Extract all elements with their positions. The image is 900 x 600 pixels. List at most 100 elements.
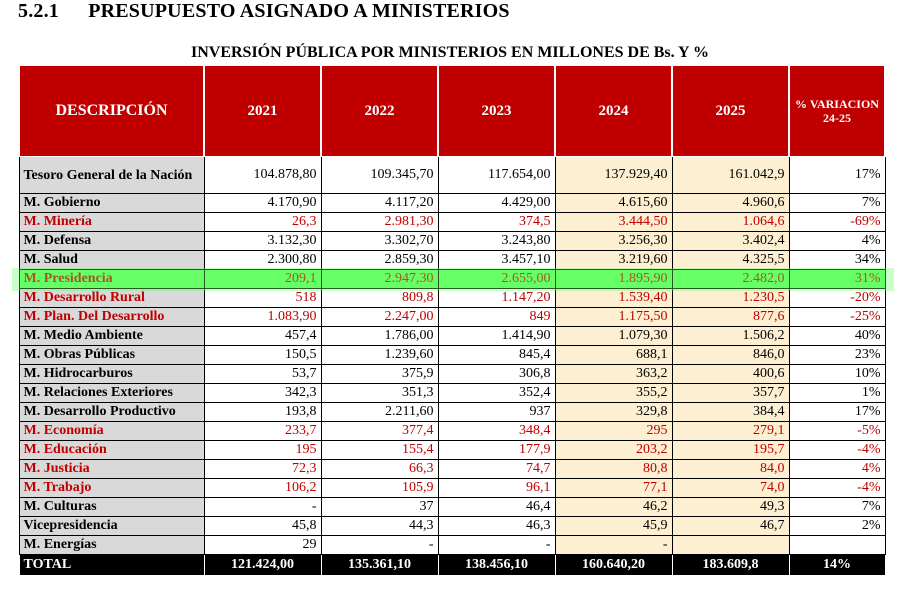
row-value-2023: 1.147,20 [437, 288, 556, 308]
table-row: M. Medio Ambiente 457,4 1.786,00 1.414,90 1.… [18, 326, 886, 346]
row-value-2023: - [437, 535, 556, 555]
row-value-2024: 3.444,50 [554, 212, 673, 232]
row-value-2023: 374,5 [437, 212, 556, 232]
row-description: M. Hidrocarburos [18, 364, 205, 384]
table-row: M. Obras Públicas 150,5 1.239,60 845,4 688,1… [18, 345, 886, 365]
section-number: 5.2.1 [18, 0, 59, 22]
row-value-2022: 1.786,00 [320, 326, 439, 346]
table-row: Vicepresidencia 45,8 44,3 46,3 45,9 46,7 2% [18, 516, 886, 536]
table-row: M. Energías 29- - - [18, 535, 886, 555]
row-value-2024: 45,9 [554, 516, 673, 536]
row-value-2024: 363,2 [554, 364, 673, 384]
row-variacion [788, 535, 886, 555]
row-value-2022: 2.981,30 [320, 212, 439, 232]
row-value-2025: 400,6 [671, 364, 790, 384]
row-value-2021: - [203, 497, 322, 517]
row-variacion: -20% [788, 288, 886, 308]
header-row: DESCRIPCIÓN 2021 2022 2023 2024 2025 % V… [18, 65, 886, 157]
row-value-2024: 4.615,60 [554, 193, 673, 213]
row-description: M. Salud [18, 250, 205, 270]
header-2023: 2023 [437, 65, 556, 157]
row-value-2023: 1.414,90 [437, 326, 556, 346]
row-value-2025: 2.482,0 [671, 269, 790, 289]
row-value-2021: 104.878,80 [203, 156, 322, 194]
row-value-2021: 29 [203, 535, 322, 555]
row-value-2022: 2.247,00 [320, 307, 439, 327]
row-value-2022: 2.947,30 [320, 269, 439, 289]
row-value-2023: 74,7 [437, 459, 556, 479]
row-description: M. Economía [18, 421, 205, 441]
row-value-2025: 74,0 [671, 478, 790, 498]
row-variacion: -5% [788, 421, 886, 441]
table-row: M. Defensa 3.132,30 3.302,70 3.243,80 3.256,… [18, 231, 886, 251]
row-value-2024: 355,2 [554, 383, 673, 403]
table-row: Tesoro General de la Nación 104.878,80 109… [18, 156, 886, 194]
row-value-2025: 46,7 [671, 516, 790, 536]
row-value-2024: 1.539,40 [554, 288, 673, 308]
row-value-2021: 195 [203, 440, 322, 460]
header-variacion: % VARIACION 24-25 [788, 65, 886, 157]
total-label: TOTAL [18, 554, 205, 576]
table-row: M. Gobierno 4.170,90 4.117,20 4.429,00 4.615… [18, 193, 886, 213]
row-value-2024: 77,1 [554, 478, 673, 498]
row-description: M. Defensa [18, 231, 205, 251]
row-variacion: 17% [788, 156, 886, 194]
row-value-2022: 375,9 [320, 364, 439, 384]
row-value-2025: 161.042,9 [671, 156, 790, 194]
total-2025: 183.609,8 [671, 554, 790, 576]
row-value-2023: 46,4 [437, 497, 556, 517]
row-variacion: -25% [788, 307, 886, 327]
row-description: M. Educación [18, 440, 205, 460]
table-row: M. Desarrollo Productivo 193,8 2.211,60 937… [18, 402, 886, 422]
row-value-2022: - [320, 535, 439, 555]
table-row: M. Desarrollo Rural 518 809,8 1.147,20 1.539… [18, 288, 886, 308]
row-value-2023: 348,4 [437, 421, 556, 441]
table-row: M. Hidrocarburos 53,7 375,9 306,8 363,2 400,6… [18, 364, 886, 384]
row-value-2021: 209,1 [203, 269, 322, 289]
row-value-2021: 4.170,90 [203, 193, 322, 213]
row-value-2024: 688,1 [554, 345, 673, 365]
row-variacion: 2% [788, 516, 886, 536]
row-value-2024: 137.929,40 [554, 156, 673, 194]
row-value-2025: 1.230,5 [671, 288, 790, 308]
row-variacion: 4% [788, 459, 886, 479]
row-description: Vicepresidencia [18, 516, 205, 536]
total-2022: 135.361,10 [320, 554, 439, 576]
row-value-2022: 37 [320, 497, 439, 517]
header-2024: 2024 [554, 65, 673, 157]
row-value-2023: 4.429,00 [437, 193, 556, 213]
header-2025: 2025 [671, 65, 790, 157]
row-value-2022: 809,8 [320, 288, 439, 308]
row-value-2021: 518 [203, 288, 322, 308]
row-value-2021: 3.132,30 [203, 231, 322, 251]
row-value-2021: 1.083,90 [203, 307, 322, 327]
row-value-2021: 45,8 [203, 516, 322, 536]
row-variacion: 7% [788, 193, 886, 213]
header-2021: 2021 [203, 65, 322, 157]
row-description: M. Relaciones Exteriores [18, 383, 205, 403]
row-value-2023: 46,3 [437, 516, 556, 536]
row-value-2023: 96,1 [437, 478, 556, 498]
table-row: M. Justicia 72,3 66,3 74,7 80,8 84,0 4% [18, 459, 886, 479]
table-row: M. Educación 195 155,4 177,9 203,2 195,7 -4% [18, 440, 886, 460]
row-value-2025 [671, 535, 790, 555]
header-2022: 2022 [320, 65, 439, 157]
row-value-2022: 66,3 [320, 459, 439, 479]
row-variacion: 31% [788, 269, 886, 289]
row-value-2021: 26,3 [203, 212, 322, 232]
table-row: M. Trabajo 106,2 105,9 96,1 77,1 74,0 -4% [18, 478, 886, 498]
row-value-2021: 106,2 [203, 478, 322, 498]
row-description: M. Minería [18, 212, 205, 232]
row-value-2023: 3.243,80 [437, 231, 556, 251]
row-value-2025: 384,4 [671, 402, 790, 422]
row-value-2021: 457,4 [203, 326, 322, 346]
row-value-2025: 3.402,4 [671, 231, 790, 251]
row-variacion: 23% [788, 345, 886, 365]
row-description: M. Medio Ambiente [18, 326, 205, 346]
table-row: M. Minería 26,3 2.981,30 374,5 3.444,50 1.064… [18, 212, 886, 232]
row-value-2023: 3.457,10 [437, 250, 556, 270]
row-value-2022: 377,4 [320, 421, 439, 441]
row-variacion: 1% [788, 383, 886, 403]
header-descripcion: DESCRIPCIÓN [18, 65, 205, 157]
row-value-2023: 117.654,00 [437, 156, 556, 194]
